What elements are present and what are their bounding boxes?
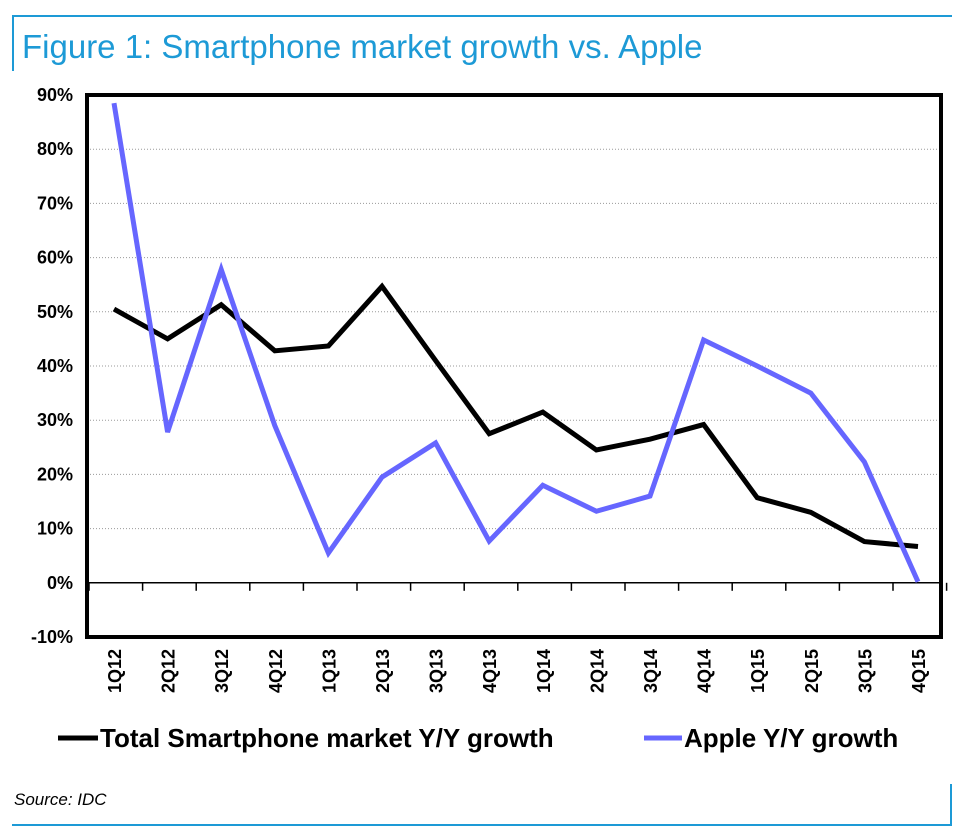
y-tick-label: -10% [31, 627, 73, 647]
frame-left-rule [12, 15, 14, 71]
x-tick-label: 2Q12 [159, 649, 179, 693]
y-tick-label: 10% [37, 519, 73, 539]
x-tick-label: 2Q15 [802, 649, 822, 693]
x-tick-label: 4Q13 [480, 649, 500, 693]
series-line-apple [111, 102, 921, 583]
y-tick-label: 40% [37, 356, 73, 376]
x-tick-label: 1Q14 [534, 649, 554, 693]
frame-top-rule [12, 15, 952, 17]
frame-bottom-rule [12, 824, 952, 826]
series-line-total-market [112, 282, 919, 549]
x-tick-label: 3Q14 [641, 649, 661, 693]
x-tick-label: 4Q12 [266, 649, 286, 693]
x-tick-label: 2Q13 [373, 649, 393, 693]
figure-title: Figure 1: Smartphone market growth vs. A… [22, 28, 703, 65]
frame-right-rule [950, 784, 952, 826]
y-tick-label: 90% [37, 85, 73, 105]
x-tick-label: 3Q12 [212, 649, 232, 693]
x-tick-label: 3Q15 [855, 649, 875, 693]
plot-area-border [85, 93, 943, 639]
y-tick-label: 60% [37, 248, 73, 268]
x-tick-label: 2Q14 [587, 649, 607, 693]
x-tick-label: 4Q14 [695, 649, 715, 693]
y-tick-label: 80% [37, 139, 73, 159]
x-tick-label: 1Q15 [748, 649, 768, 693]
y-tick-label: 70% [37, 193, 73, 213]
x-tick-label: 1Q13 [319, 649, 339, 693]
x-tick-label: 3Q13 [427, 649, 447, 693]
source-note: Source: IDC [14, 790, 107, 809]
x-tick-label: 4Q15 [909, 649, 929, 693]
y-tick-label: 30% [37, 410, 73, 430]
y-tick-label: 20% [37, 464, 73, 484]
y-tick-label: 0% [47, 573, 73, 593]
legend-label: Apple Y/Y growth [684, 723, 898, 753]
y-tick-label: 50% [37, 302, 73, 322]
legend-label: Total Smartphone market Y/Y growth [100, 723, 554, 753]
x-tick-label: 1Q12 [105, 649, 125, 693]
